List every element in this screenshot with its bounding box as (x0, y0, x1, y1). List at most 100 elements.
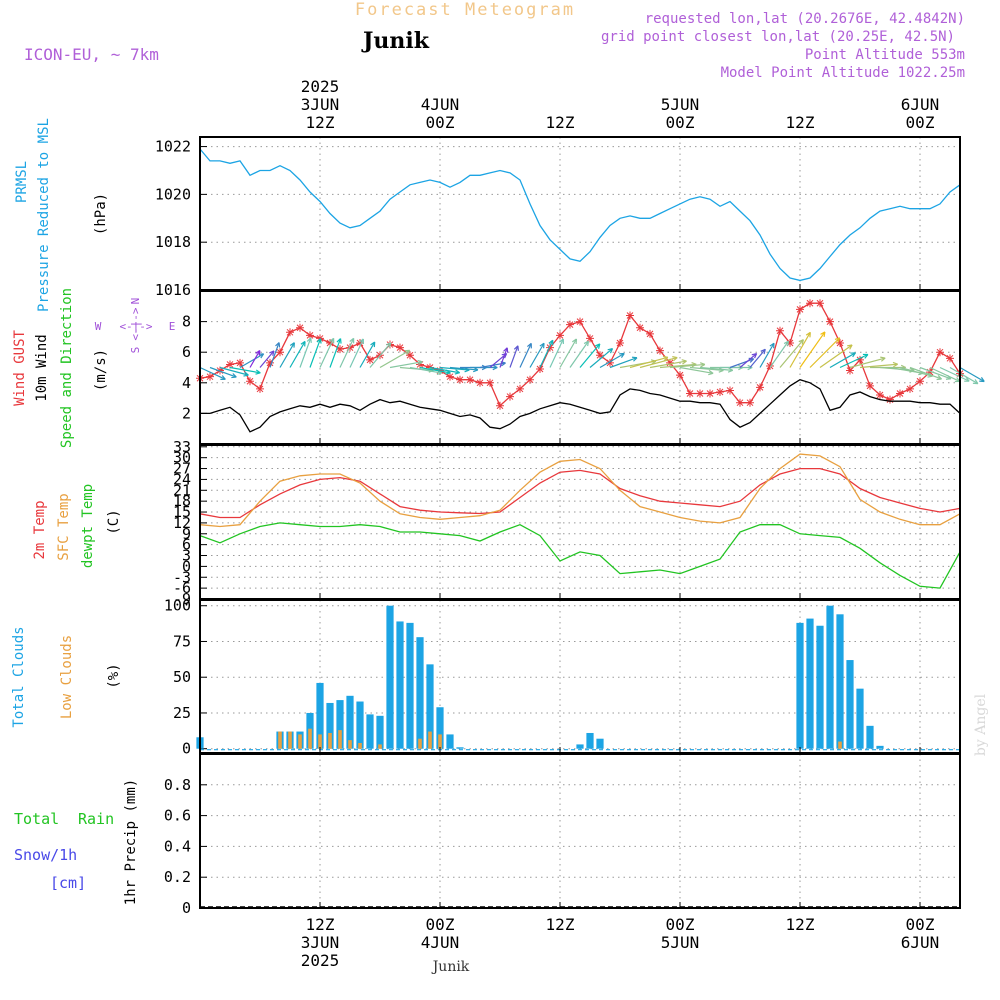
wind-arrow-head (255, 350, 261, 356)
low-cloud-bar (308, 728, 312, 749)
wind-gust-marker (256, 384, 264, 393)
wind-arrow-head (231, 373, 237, 379)
wind-arrow-head (936, 374, 943, 381)
low-cloud-bar (378, 744, 382, 749)
wind-arrow (799, 331, 826, 368)
total-cloud-bar (586, 732, 594, 749)
wind-arrow (609, 357, 638, 369)
wind-10m-label: 10m Wind (34, 334, 50, 401)
wind-arrow (259, 350, 275, 368)
wind-gust-marker (576, 317, 584, 326)
clouds-ytick-label: 100 (164, 597, 191, 615)
low-clouds-label: Low Clouds (59, 635, 75, 719)
temp-series-line-1 (199, 453, 961, 528)
total-cloud-bar (396, 621, 404, 749)
wind-arrow (209, 366, 237, 378)
wind-gust-marker (726, 386, 734, 395)
total-cloud-bar (856, 688, 864, 749)
wind-arrow-head (336, 338, 342, 344)
low-cloud-bar (418, 738, 422, 749)
clouds-ytick-label: 50 (173, 668, 191, 686)
wind-gust-marker (416, 360, 424, 369)
compass-vertical-arrow: <-|-> (129, 307, 142, 340)
rain-label: Rain (78, 810, 114, 828)
wind-arrow-head (255, 369, 261, 375)
wind-gust-marker (636, 323, 644, 332)
wind-arrow-head (349, 337, 355, 344)
low-cloud-bar (428, 731, 432, 749)
temp-ytick-label: 30 (173, 449, 191, 467)
wind-gust-marker (496, 401, 504, 410)
wind-arrow (519, 343, 532, 368)
temp-series-line-2 (199, 522, 961, 589)
wind-gust-marker (906, 384, 914, 393)
total-cloud-bar (796, 622, 804, 749)
wind-gust-marker (746, 398, 754, 407)
low-cloud-bar (288, 731, 292, 749)
wind-arrow-head (834, 337, 841, 343)
wind-arrow (349, 338, 364, 368)
precip-unit-label: 1hr Precip (mm) (123, 779, 139, 905)
wind-arrow (649, 360, 687, 369)
total-cloud-bar (866, 725, 874, 749)
wind-gust-marker (776, 326, 784, 335)
compass-rose: N <-|-> S W <-|-> E (95, 298, 176, 354)
wind-gust-marker (556, 331, 564, 340)
wind-gust-marker (306, 331, 314, 340)
wind-arrow (809, 337, 841, 368)
wind-arrow (579, 343, 601, 368)
wind-gust-marker (866, 381, 874, 390)
time-label: 5JUN (661, 95, 700, 114)
precip-ytick-label: 0 (182, 899, 191, 917)
wind-gust-marker (596, 351, 604, 360)
wind-arrow (529, 342, 545, 368)
low-cloud-bar (348, 740, 352, 749)
wind-arrow-head (501, 352, 508, 359)
temp-ytick-label: -3 (173, 568, 191, 586)
wind-gust-marker (646, 329, 654, 338)
wind-arrow-head (306, 337, 312, 343)
wind-gust-label: Wind GUST (12, 330, 28, 406)
wind-arrow-head (329, 337, 335, 344)
wind-gust-marker (466, 375, 474, 384)
low-cloud-bar (358, 742, 362, 749)
wind-gust-marker (536, 365, 544, 374)
wind-gust-marker (396, 343, 404, 352)
wind-arrow (499, 347, 508, 368)
model-point-altitude: Model Point Altitude 1022.25m (721, 65, 965, 81)
wind-arrow-head (798, 339, 804, 345)
wind-gust-marker (226, 360, 234, 369)
wind-arrow (669, 363, 705, 369)
wind-arrow (769, 340, 789, 368)
wind-arrow-head (594, 343, 601, 349)
wind-arrow-head (672, 356, 678, 362)
wind-ytick-label: 8 (182, 313, 191, 331)
wind-arrow (739, 353, 758, 368)
wind-gust-marker (296, 323, 304, 332)
wind-gust-marker (736, 398, 744, 407)
wind-gust-marker (446, 372, 454, 381)
wind-arrow (789, 332, 811, 368)
total-cloud-bar (596, 738, 604, 749)
temp-ytick-label: 6 (182, 536, 191, 554)
time-label: 00Z (906, 915, 935, 934)
clouds-ytick-label: 25 (173, 704, 191, 722)
wind-arrow (699, 366, 733, 371)
temp-unit-label: (C) (106, 509, 122, 534)
wind-arrow-head (699, 362, 706, 368)
wind-arrow (829, 352, 856, 369)
total-cloud-bar (826, 605, 834, 749)
wind-arrow-head (631, 356, 638, 362)
wind-arrow-head (727, 367, 734, 373)
time-label: 6JUN (901, 95, 940, 114)
wind-arrow (219, 366, 249, 376)
title-forecast-meteogram: Forecast Meteogram (355, 0, 575, 20)
low-cloud-bar (838, 741, 842, 749)
precip-ytick-label: 0.8 (164, 776, 191, 794)
wind-gust-marker (206, 372, 214, 381)
clouds-panel: 0 25 50 75 100 (164, 597, 961, 758)
clouds-ytick-label: 75 (173, 632, 191, 650)
pressure-msl-label: Pressure Reduced to MSL (36, 118, 52, 312)
wind-arrow-head (503, 347, 509, 353)
